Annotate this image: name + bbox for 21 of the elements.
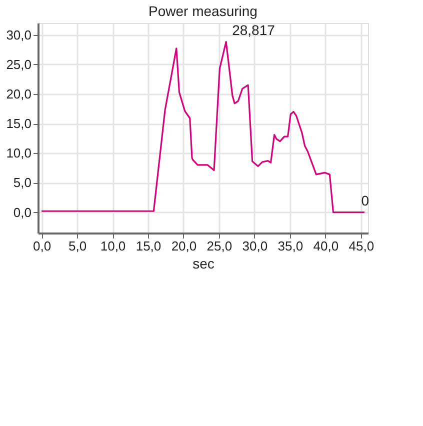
chart-title: Power measuring (148, 3, 258, 19)
x-tick-label: 0,0 (33, 238, 52, 254)
x-tick-label: 5,0 (68, 238, 87, 254)
x-tick-label: 20,0 (171, 238, 197, 254)
x-tick-label: 15,0 (136, 238, 162, 254)
x-tick-label: 25,0 (206, 238, 232, 254)
x-tick-label: 35,0 (278, 238, 304, 254)
y-tick-label: 5,0 (13, 175, 32, 190)
y-tick-label: 10,0 (6, 146, 32, 161)
x-tick-label: 10,0 (100, 238, 126, 254)
x-tick-label: 45,0 (348, 238, 374, 254)
y-tick-label: 20,0 (6, 86, 32, 102)
x-tick-label: 30,0 (242, 238, 268, 254)
x-tick-label: 40,0 (313, 238, 339, 254)
y-tick-label: 30,0 (6, 27, 32, 42)
annotation: 0 (361, 192, 370, 208)
x-axis-title: sec (192, 256, 214, 272)
y-tick-label: 15,0 (6, 116, 32, 132)
annotation: 28,817 (232, 22, 276, 38)
y-tick-label: 25,0 (6, 56, 32, 72)
y-tick-label: 0,0 (13, 204, 32, 220)
